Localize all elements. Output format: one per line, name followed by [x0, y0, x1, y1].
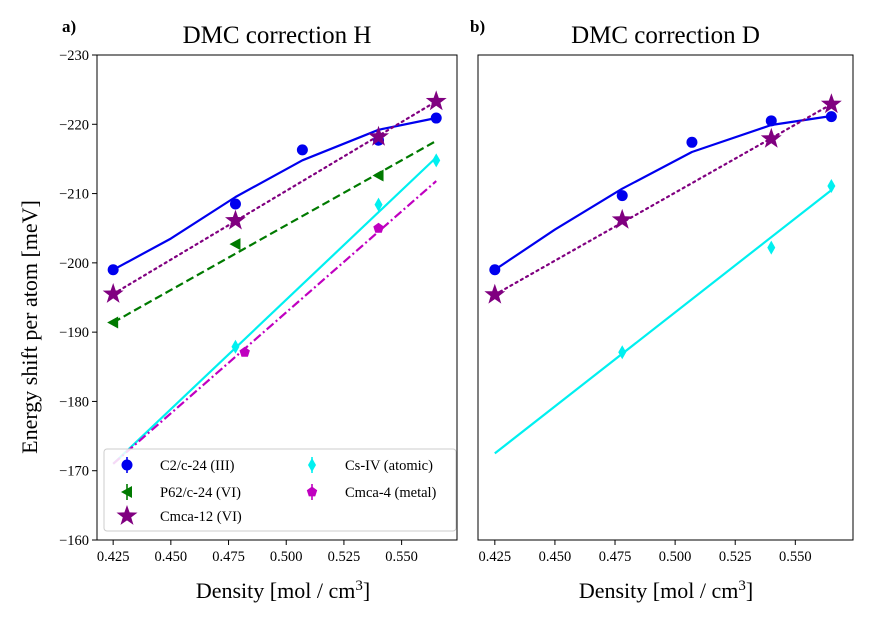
legend-marker-cmca-4-metal [306, 486, 318, 497]
x-axis-label-b-close: ] [746, 578, 753, 603]
x-tick-label: 0.525 [719, 549, 752, 565]
fit-line-cmca-12-vi [112, 100, 438, 296]
data-point-c2-c-24-iii [765, 115, 777, 127]
data-point-cs-iv-atomic [231, 339, 240, 354]
legend-label: Cs-IV (atomic) [345, 458, 433, 474]
y-tick-label: −160 [59, 533, 89, 549]
axes-frame [477, 54, 854, 541]
legend-label: Cmca-4 (metal) [345, 485, 437, 501]
legend-label: Cmca-12 (VI) [160, 509, 242, 525]
data-point-c2-c-24-iii [229, 198, 241, 210]
x-tick-label: 0.475 [599, 549, 632, 565]
legend-marker-p62-c-24-vi [121, 486, 132, 498]
data-point-cmca-4-metal [373, 222, 384, 233]
data-point-c2-c-24-iii [296, 144, 308, 156]
axes-frame [96, 54, 458, 541]
panel-b: b) DMC correction D 0.425 0.450 0.475 0.500 0.… [470, 17, 854, 565]
x-tick-label: 0.500 [659, 549, 692, 565]
y-tick-label: −210 [59, 187, 89, 203]
x-tick-label: 0.475 [212, 549, 245, 565]
x-tick-label: 0.525 [328, 549, 361, 565]
legend-label: P62/c-24 (VI) [160, 485, 241, 501]
x-tick-label: 0.550 [385, 549, 418, 565]
panel-label: b) [470, 17, 485, 36]
fit-line-c2-c-24-iii [494, 114, 832, 271]
chart-title: DMC correction H [183, 22, 372, 49]
data-point-cmca-12-vi [368, 125, 389, 146]
x-axis-label-b-text: Density [mol / cm [579, 578, 738, 603]
data-point-cmca-4-metal [239, 346, 250, 357]
x-axis-label-b: Density [mol / cm3] [579, 578, 753, 603]
fit-line-cs-iv-atomic [494, 189, 833, 455]
x-axis-label-a-sup: 3 [355, 578, 363, 594]
x-axis-label-a-text: Density [mol / cm [196, 578, 355, 603]
fit-line-cmca-4-metal [112, 180, 437, 465]
data-point-cs-iv-atomic [374, 197, 383, 212]
plot-area [484, 93, 842, 455]
data-point-c2-c-24-iii [430, 112, 442, 124]
legend: C2/c-24 (III) P62/c-24 (VI) Cmca-12 (VI) Cs… [103, 448, 457, 532]
data-point-p62-c-24-vi [372, 169, 384, 182]
y-tick-label: −220 [59, 117, 89, 133]
panel-a: a) DMC correction H 0.425 0.450 0.475 0.500 0.… [59, 17, 458, 565]
x-tick-label: 0.500 [270, 549, 303, 565]
y-tick-label: −190 [59, 325, 89, 341]
data-point-cmca-12-vi [102, 283, 124, 303]
data-point-cmca-12-vi [820, 93, 842, 114]
data-point-cmca-12-vi [611, 208, 633, 229]
x-tick-label: 0.450 [155, 549, 188, 565]
fit-line-cmca-12-vi [493, 103, 833, 296]
x-axis-label-a: Density [mol / cm3] [196, 578, 370, 603]
legend-box [103, 448, 457, 532]
data-point-p62-c-24-vi [107, 316, 119, 329]
legend-marker-cs-iv-atomic [308, 458, 316, 472]
data-point-cmca-12-vi [425, 90, 447, 111]
x-tick-label: 0.550 [779, 549, 812, 565]
data-point-cmca-12-vi [760, 127, 782, 148]
x-axis-label-a-close: ] [363, 578, 370, 603]
y-tick-label: −170 [59, 464, 89, 480]
x-tick-label: 0.450 [539, 549, 572, 565]
chart-title: DMC correction D [571, 22, 760, 49]
legend-label: C2/c-24 (III) [160, 458, 235, 474]
y-tick-label: −200 [59, 256, 89, 272]
data-point-cs-iv-atomic [767, 240, 776, 255]
data-point-cs-iv-atomic [432, 153, 441, 168]
fit-line-p62-c-24-vi [112, 139, 437, 324]
fit-line-c2-c-24-iii [112, 116, 437, 271]
legend-marker-c2-c-24-iii [121, 459, 133, 471]
data-point-c2-c-24-iii [489, 264, 501, 276]
x-tick-label: 0.425 [479, 549, 512, 565]
data-point-c2-c-24-iii [686, 136, 698, 148]
y-tick-label: −230 [59, 48, 89, 64]
y-axis-label: Energy shift per atom [meV] [17, 200, 42, 454]
data-point-c2-c-24-iii [616, 190, 628, 202]
data-point-cs-iv-atomic [827, 178, 836, 193]
data-point-c2-c-24-iii [825, 111, 837, 123]
legend-marker-cmca-12-vi [116, 505, 138, 525]
data-point-cmca-12-vi [225, 209, 246, 230]
x-tick-label: 0.425 [97, 549, 130, 565]
x-axis-label-b-sup: 3 [738, 578, 746, 594]
y-tick-label: −180 [59, 394, 89, 410]
data-point-cmca-12-vi [484, 283, 506, 304]
data-point-cs-iv-atomic [618, 345, 627, 360]
data-point-c2-c-24-iii [107, 264, 119, 276]
data-point-p62-c-24-vi [229, 238, 241, 251]
panel-label: a) [62, 17, 76, 36]
fit-line-cs-iv-atomic [112, 156, 437, 465]
plot-area [102, 90, 447, 465]
